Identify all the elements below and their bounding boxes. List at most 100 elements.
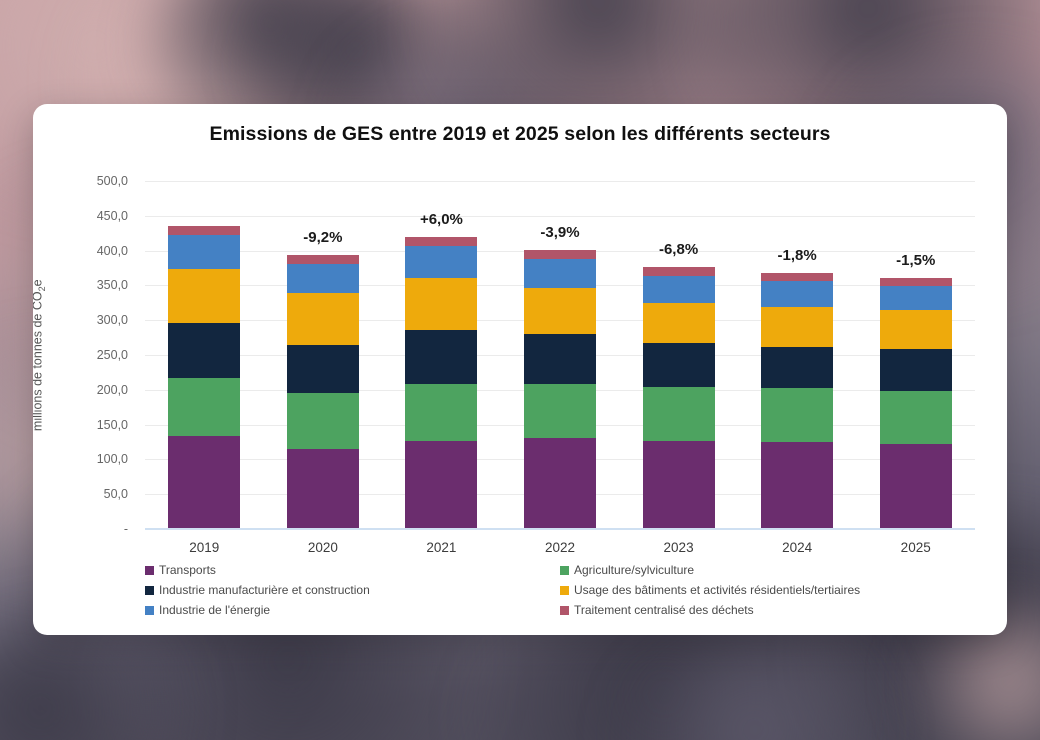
bar-segment[interactable] (642, 302, 715, 344)
bar-segment[interactable] (642, 267, 715, 277)
delta-label-2020: -9,2% (303, 228, 343, 246)
bar-group-2021[interactable]: +6,0% 2021 (382, 181, 501, 555)
x-axis-label-2024: 2024 (782, 540, 813, 555)
gridline-500 (145, 181, 975, 182)
bar-segment[interactable] (879, 286, 952, 311)
legend-swatch-icon (145, 605, 154, 615)
y-axis-tick-300: 300,0 (96, 313, 128, 328)
bar-segment[interactable] (761, 281, 834, 307)
bar-segment[interactable] (523, 249, 596, 259)
bar-segment[interactable] (523, 258, 596, 289)
y-axis-tick-50: 50,0 (103, 487, 128, 502)
y-axis-tick-labels: 500,0 450,0 400,0 350,0 300,0 250,0 200,0 150,0… (33, 174, 137, 536)
y-axis-tick-500: 500,0 (96, 174, 128, 188)
y-axis-tick-250: 250,0 (96, 348, 128, 362)
bar-segment[interactable] (286, 344, 359, 394)
bar-segment[interactable] (405, 329, 478, 385)
bar-segment[interactable] (405, 384, 478, 441)
bar-segment[interactable] (405, 277, 478, 330)
x-axis-label-2019: 2019 (189, 540, 220, 555)
legend-swatch-icon (560, 605, 569, 615)
legend-label: Traitement centralisé des déchets (574, 603, 754, 617)
bar-segment[interactable] (879, 277, 952, 287)
x-axis-label-2025: 2025 (900, 540, 931, 555)
legend-label: Agriculture/sylviculture (574, 563, 695, 577)
bar-segment[interactable] (168, 435, 241, 529)
legend-swatch-icon (560, 565, 569, 575)
bar-segment[interactable] (523, 288, 596, 335)
delta-label-2021: +6,0% (419, 210, 463, 228)
bar-segment[interactable] (523, 334, 596, 384)
bar-segment[interactable] (523, 383, 596, 438)
bar-segment[interactable] (168, 377, 241, 436)
bar-segment[interactable] (879, 444, 952, 529)
legend-item[interactable]: Usage des bâtiments et activités résiden… (560, 580, 975, 600)
bar-segment[interactable] (879, 349, 952, 391)
bar-segment[interactable] (642, 387, 715, 442)
y-axis-tick-200: 200,0 (96, 382, 128, 397)
bar-segment[interactable] (286, 254, 359, 264)
bar-group-2022[interactable]: -3,9% 2022 (501, 181, 620, 555)
legend-swatch-icon (145, 585, 154, 595)
bar-segment[interactable] (642, 441, 715, 529)
bar-segment[interactable] (405, 440, 478, 529)
bar-segment[interactable] (879, 390, 952, 445)
bar-segment[interactable] (405, 245, 478, 278)
legend-swatch-icon (560, 585, 569, 595)
y-axis-tick-450: 450,0 (96, 208, 128, 223)
legend-swatch-icon (145, 565, 154, 575)
bar-segment[interactable] (168, 268, 241, 323)
chart-title: Emissions de GES entre 2019 et 2025 selo… (209, 123, 831, 145)
bar-group-2020[interactable]: -9,2% 2020 (264, 181, 383, 555)
x-axis-label-2022: 2022 (544, 540, 576, 555)
legend-label: Transports (159, 563, 216, 577)
legend-label: Industrie de l'énergie (159, 603, 271, 617)
legend-item[interactable]: Industrie de l'énergie (145, 600, 560, 620)
bar-segment[interactable] (168, 225, 241, 236)
bar-segment[interactable] (761, 442, 834, 529)
bar-segment[interactable] (761, 388, 834, 442)
chart-legend: Transports Agriculture/sylviculture Indust… (145, 560, 975, 620)
x-axis-label-2023: 2023 (663, 540, 694, 555)
y-axis-tick-350: 350,0 (96, 278, 128, 293)
bar-segment[interactable] (642, 343, 715, 388)
delta-label-2025: -1,5% (896, 251, 936, 269)
delta-label-2023: -6,8% (658, 241, 699, 259)
bar-segment[interactable] (761, 346, 834, 389)
gridline-450 (145, 215, 975, 217)
legend-label: Industrie manufacturière et construction (159, 583, 370, 597)
bar-segment[interactable] (286, 293, 359, 345)
bar-segment[interactable] (286, 393, 359, 449)
bar-segment[interactable] (523, 437, 596, 529)
bar-segment[interactable] (286, 263, 359, 294)
legend-item[interactable]: Agriculture/sylviculture (560, 560, 975, 580)
x-axis-line (145, 528, 975, 530)
bar-group-2023[interactable]: -6,8% 2023 (619, 181, 738, 555)
bar-segment[interactable] (761, 306, 834, 347)
delta-label-2022: -3,9% (540, 223, 580, 241)
plot-area: 2019 -9,2% 2020 +6,0% 2021 -3,9% 2022 -6,8% 2023… (145, 181, 975, 555)
y-axis-tick-100: 100,0 (96, 452, 128, 467)
delta-label-2024: -1,8% (777, 246, 817, 264)
chart-card: Emissions de GES entre 2019 et 2025 selo… (33, 104, 1007, 635)
bar-segment[interactable] (879, 310, 952, 350)
bar-segment[interactable] (168, 235, 241, 269)
bar-segment[interactable] (168, 323, 241, 378)
x-axis-label-2020: 2020 (307, 540, 338, 555)
bar-group-2025[interactable]: -1,5% 2025 (856, 181, 975, 555)
legend-item[interactable]: Industrie manufacturière et construction (145, 580, 560, 600)
bar-series-container: 2019 -9,2% 2020 +6,0% 2021 -3,9% 2022 -6,8% 2023… (145, 181, 975, 555)
y-axis-tick-150: 150,0 (96, 417, 128, 432)
bar-segment[interactable] (761, 272, 834, 282)
bar-segment[interactable] (642, 276, 715, 303)
legend-item[interactable]: Traitement centralisé des déchets (560, 600, 975, 620)
bar-segment[interactable] (286, 448, 359, 529)
legend-label: Usage des bâtiments et activités résiden… (574, 583, 861, 597)
bar-segment[interactable] (405, 236, 478, 246)
bar-group-2024[interactable]: -1,8% 2024 (738, 181, 857, 555)
y-axis-tick-0: - (123, 522, 128, 536)
y-axis-tick-400: 400,0 (96, 243, 128, 258)
x-axis-label-2021: 2021 (426, 540, 457, 555)
bar-group-2019[interactable]: 2019 (145, 181, 264, 555)
legend-item[interactable]: Transports (145, 560, 560, 580)
